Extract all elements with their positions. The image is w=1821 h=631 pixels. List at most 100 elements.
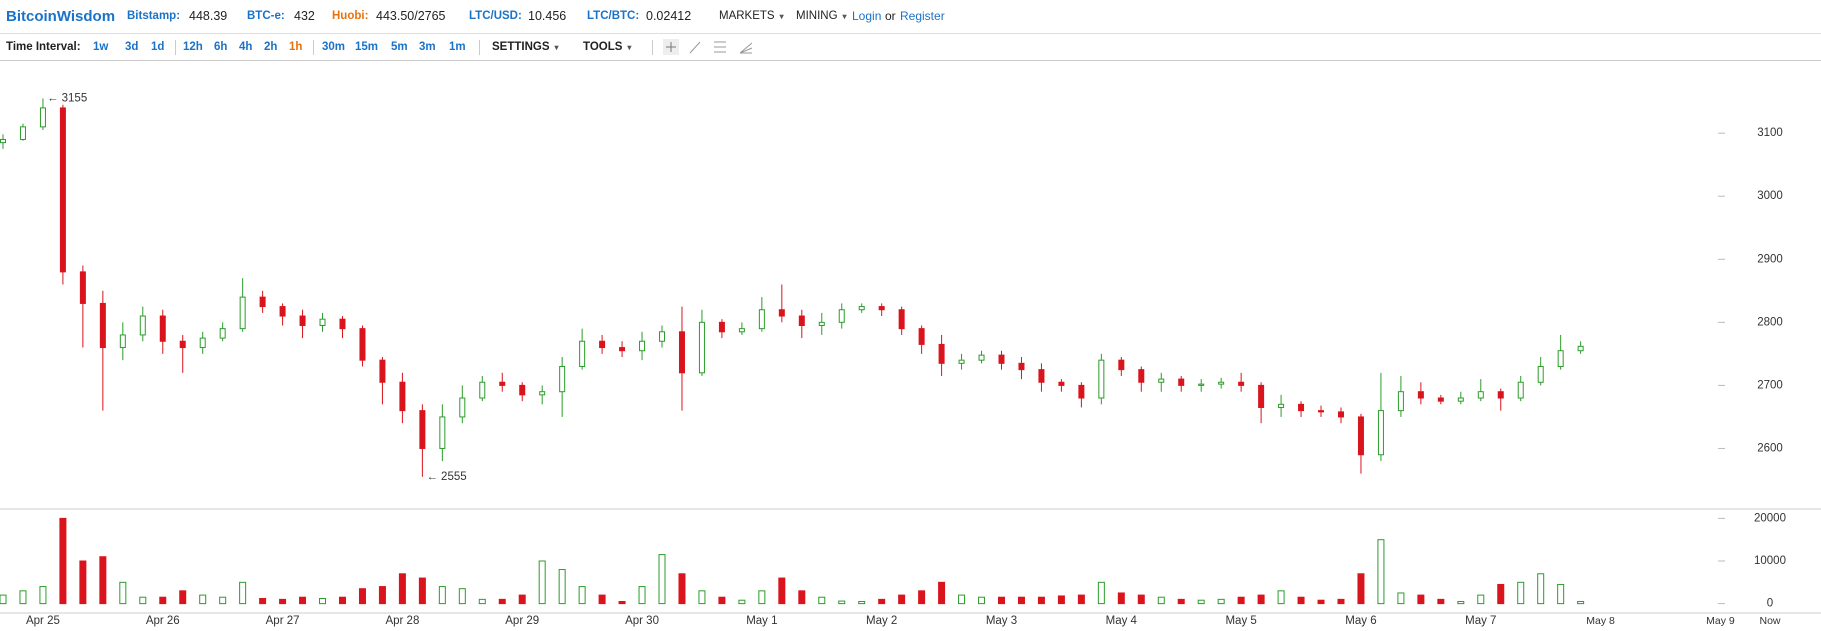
candle-body	[1258, 384, 1265, 408]
high-annotation: ← 3155	[47, 92, 87, 104]
interval-button[interactable]: 3d	[125, 41, 139, 53]
volume-bar	[878, 598, 886, 605]
x-tick-label: May 7	[1465, 615, 1496, 627]
ticker-name[interactable]: LTC/USD:	[469, 10, 522, 22]
candle-body	[379, 359, 386, 383]
candle-body	[179, 340, 186, 349]
volume-bar	[1297, 596, 1305, 605]
ticker-price: 432	[294, 9, 315, 23]
candle-body	[1517, 381, 1524, 399]
candle-body	[619, 347, 626, 352]
interval-button[interactable]: 6h	[214, 41, 228, 53]
candle-body	[19, 126, 26, 140]
candle-body	[1178, 378, 1185, 386]
volume-bar	[438, 586, 446, 605]
volume-bar	[1217, 598, 1225, 605]
menu[interactable]: MARKETS ▾	[719, 10, 784, 22]
candle-body	[1058, 381, 1065, 386]
candle-body	[119, 334, 126, 349]
volume-bar	[199, 594, 207, 605]
candle-body	[1457, 397, 1464, 402]
ticker-price: 448.39	[189, 9, 228, 23]
candle-body	[659, 331, 666, 342]
x-tick-label: Apr 26	[146, 615, 180, 627]
volume-bar	[1257, 594, 1265, 605]
fan-tool[interactable]	[739, 42, 753, 54]
ticker-name[interactable]: LTC/BTC:	[587, 10, 640, 22]
x-tick-label: May 6	[1345, 615, 1376, 627]
ticker-price: 10.456	[528, 9, 567, 23]
candle-body	[599, 340, 606, 349]
volume-bar	[598, 594, 606, 605]
brand[interactable]: BitcoinWisdom	[6, 8, 116, 25]
volume-bar	[1117, 592, 1125, 605]
candle-body	[758, 309, 765, 330]
candle-body	[0, 138, 6, 144]
candle-body	[1318, 410, 1325, 413]
interval-button[interactable]: 12h	[183, 41, 203, 53]
volume-bar	[139, 596, 147, 605]
candle-body	[1337, 411, 1344, 418]
candle-body	[1417, 391, 1424, 399]
ticker-name[interactable]: BTC-e:	[247, 10, 285, 22]
toolbar-menu[interactable]: TOOLS ▾	[583, 41, 632, 53]
candle-body	[958, 359, 965, 364]
volume-bar	[698, 590, 706, 605]
x-tick-label: Now	[1759, 615, 1780, 627]
interval-button[interactable]: 2h	[264, 41, 278, 53]
candle-body	[219, 328, 226, 339]
interval-button[interactable]: 1d	[151, 41, 165, 53]
candle-body	[1138, 369, 1145, 383]
volume-bar	[1357, 573, 1365, 605]
caret: ▾	[842, 12, 847, 21]
caret: ▾	[627, 43, 632, 52]
candle-body	[1577, 345, 1584, 352]
volume-bar	[658, 554, 666, 605]
divider	[175, 40, 176, 55]
caret: ▾	[779, 12, 784, 21]
candle-body	[1357, 416, 1364, 456]
volume-bar	[179, 590, 187, 605]
candle-body	[59, 107, 66, 273]
volume-bar	[338, 596, 346, 605]
candle-body	[259, 296, 266, 308]
volume-bar	[418, 577, 426, 605]
candle-body	[938, 343, 945, 364]
candle-body	[798, 315, 805, 326]
or-text: or	[885, 9, 896, 23]
ticker-name[interactable]: Huobi:	[332, 10, 369, 22]
interval-button[interactable]: 4h	[239, 41, 253, 53]
candle-body	[778, 309, 785, 317]
volume-bar	[778, 577, 786, 605]
candle-body	[1537, 365, 1544, 383]
volume-bar	[319, 598, 327, 605]
interval-button[interactable]: 5m	[391, 41, 408, 53]
interval-button[interactable]: 3m	[419, 41, 436, 53]
interval-button[interactable]: 30m	[322, 41, 346, 53]
line-tool[interactable]	[689, 41, 701, 54]
candle-body	[1557, 350, 1564, 367]
interval-button[interactable]: 1w	[93, 41, 109, 53]
x-tick-label: May 3	[986, 615, 1017, 627]
candle-body	[1198, 383, 1205, 386]
interval-button[interactable]: 1h	[289, 41, 303, 53]
candle-body	[459, 397, 466, 418]
candle-body	[1038, 369, 1045, 383]
interval-button[interactable]: 15m	[355, 41, 379, 53]
login-link[interactable]: Login	[852, 9, 882, 23]
menu[interactable]: MINING ▾	[796, 10, 847, 22]
volume-bar	[518, 594, 526, 605]
volume-bar	[358, 588, 366, 605]
candle-body	[678, 331, 685, 374]
y-tick-label: 2900	[1757, 253, 1783, 265]
crosshair-tool[interactable]	[666, 42, 676, 52]
register-link[interactable]: Register	[900, 9, 945, 23]
candle-body	[1018, 362, 1025, 371]
interval-button[interactable]: 1m	[449, 41, 466, 53]
hline-tool[interactable]	[714, 41, 726, 53]
ticker-name[interactable]: Bitstamp:	[127, 10, 181, 22]
volume-bar	[978, 596, 986, 605]
candle-body	[399, 381, 406, 412]
toolbar-menu[interactable]: SETTINGS ▾	[492, 41, 559, 53]
